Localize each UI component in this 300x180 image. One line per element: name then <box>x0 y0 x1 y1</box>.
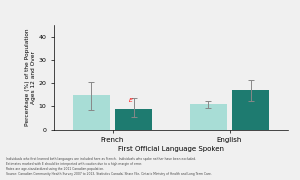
Bar <box>73 95 110 130</box>
Text: Individuals who first learned both languages are included here as French.  Indiv: Individuals who first learned both langu… <box>6 157 212 176</box>
Bar <box>232 90 269 130</box>
Text: E: E <box>129 98 133 103</box>
Bar <box>190 104 227 130</box>
X-axis label: First Official Language Spoken: First Official Language Spoken <box>118 146 224 152</box>
Bar <box>115 109 152 130</box>
Y-axis label: Percentage (%) of the Population
Ages 12 and Over: Percentage (%) of the Population Ages 12… <box>25 29 36 126</box>
